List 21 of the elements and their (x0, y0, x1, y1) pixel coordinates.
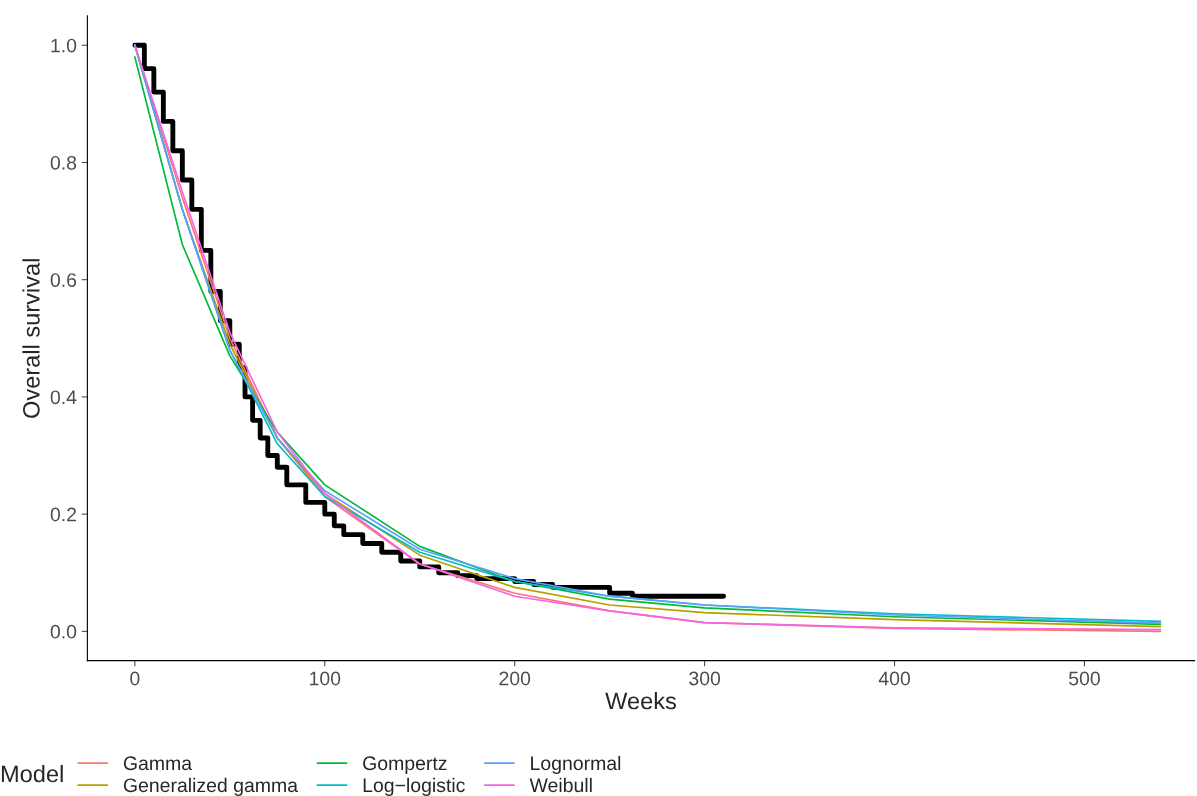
x-tick-label: 100 (310, 671, 341, 686)
y-tick-label: 0.8 (50, 155, 77, 170)
x-tick-label: 300 (689, 671, 721, 686)
legend-title: Model (1, 764, 63, 783)
legend-label: Lognormal (531, 755, 621, 774)
x-tick-label: 0 (130, 671, 140, 686)
y-tick-label: 0.6 (50, 273, 77, 287)
x-tick-label: 200 (499, 671, 531, 686)
legend-label: Gompertz (363, 756, 447, 774)
x-axis-title: Weeks (605, 692, 677, 710)
legend-label: Generalized gamma (123, 777, 298, 796)
y-tick-label: 0.4 (50, 390, 77, 405)
legend-label: Gamma (123, 756, 193, 771)
x-tick-label: 500 (1069, 671, 1100, 686)
y-tick-label: 0.2 (50, 507, 76, 522)
legend-label: Log−logistic (363, 777, 465, 796)
y-axis-title: Overall survival (22, 259, 40, 418)
x-tick-label: 400 (878, 671, 910, 686)
y-tick-label: 1.0 (51, 38, 77, 53)
y-tick-label: 0.0 (50, 624, 77, 639)
legend-label: Weibull (529, 777, 592, 793)
